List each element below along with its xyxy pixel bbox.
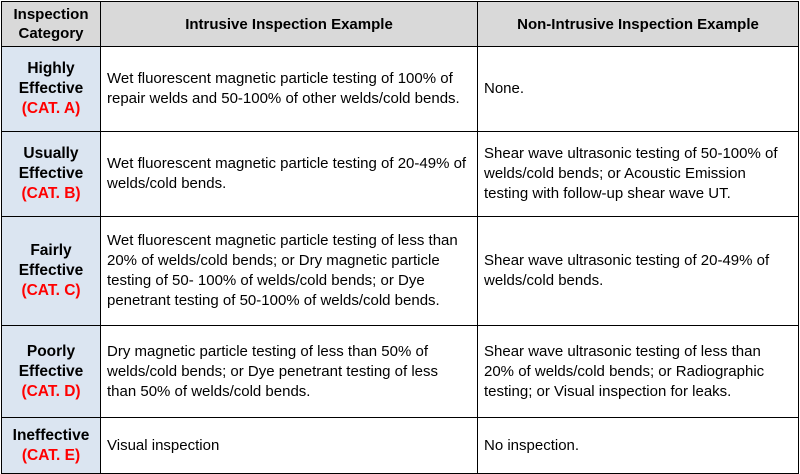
header-non-intrusive-example: Non-Intrusive Inspection Example xyxy=(477,1,799,47)
intrusive-example-cell: Wet fluorescent magnetic particle testin… xyxy=(100,46,478,132)
table-body: Highly Effective (CAT. A) Wet fluorescen… xyxy=(1,46,799,474)
non-intrusive-example-cell: Shear wave ultrasonic testing of less th… xyxy=(477,325,799,418)
category-code: (CAT. C) xyxy=(21,282,81,299)
category-name: Highly Effective xyxy=(18,60,84,97)
intrusive-example-cell: Dry magnetic particle testing of less th… xyxy=(100,325,478,418)
category-name: Ineffective xyxy=(12,426,90,444)
category-name: Poorly Effective xyxy=(18,342,84,380)
header-inspection-category: Inspection Category xyxy=(1,1,101,47)
category-cell: Poorly Effective (CAT. D) xyxy=(1,325,101,418)
non-intrusive-example-cell: Shear wave ultrasonic testing of 50-100%… xyxy=(477,131,799,217)
category-cell: Highly Effective (CAT. A) xyxy=(1,46,101,132)
category-code: (CAT. A) xyxy=(21,100,81,117)
table-row: Usually Effective (CAT. B) Wet fluoresce… xyxy=(1,131,799,217)
category-name: Fairly Effective xyxy=(18,242,84,279)
intrusive-example-cell: Visual inspection xyxy=(100,417,478,474)
non-intrusive-example-cell: None. xyxy=(477,46,799,132)
category-name: Usually Effective xyxy=(18,145,84,182)
intrusive-example-cell: Wet fluorescent magnetic particle testin… xyxy=(100,216,478,326)
intrusive-example-cell: Wet fluorescent magnetic particle testin… xyxy=(100,131,478,217)
table-header: Inspection Category Intrusive Inspection… xyxy=(1,1,799,47)
non-intrusive-example-cell: Shear wave ultrasonic testing of 20-49% … xyxy=(477,216,799,326)
category-code: (CAT. D) xyxy=(21,382,81,400)
non-intrusive-example-cell: No inspection. xyxy=(477,417,799,474)
category-cell: Fairly Effective (CAT. C) xyxy=(1,216,101,326)
category-code: (CAT. B) xyxy=(21,185,81,202)
table-row: Poorly Effective (CAT. D) Dry magnetic p… xyxy=(1,325,799,418)
category-cell: Usually Effective (CAT. B) xyxy=(1,131,101,217)
header-row: Inspection Category Intrusive Inspection… xyxy=(1,1,799,47)
header-intrusive-example: Intrusive Inspection Example xyxy=(100,1,478,47)
table-row: Fairly Effective (CAT. C) Wet fluorescen… xyxy=(1,216,799,326)
table-row: Highly Effective (CAT. A) Wet fluorescen… xyxy=(1,46,799,132)
category-code: (CAT. E) xyxy=(21,446,81,464)
category-cell: Ineffective (CAT. E) xyxy=(1,417,101,474)
table-row: Ineffective (CAT. E) Visual inspection N… xyxy=(1,417,799,474)
